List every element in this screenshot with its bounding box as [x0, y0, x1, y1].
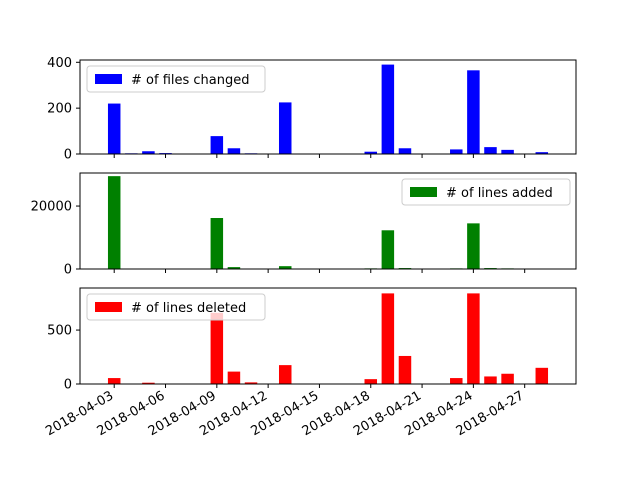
bar-2-2018-04-10 — [227, 267, 241, 269]
bar-1-2018-04-09 — [210, 136, 224, 154]
bar-1-2018-04-28 — [535, 152, 549, 154]
bar-1-2018-04-24 — [467, 70, 480, 154]
legend-swatch — [95, 74, 122, 84]
bar-3-2018-04-28 — [535, 367, 549, 384]
legend: # of lines added — [401, 178, 571, 206]
bar-1-2018-04-03 — [107, 103, 121, 154]
bar-2-2018-04-24 — [467, 223, 480, 269]
bar-3-2018-04-19 — [381, 293, 395, 384]
y-tick-label: 20000 — [31, 200, 72, 215]
bar-3-2018-04-24 — [467, 293, 480, 384]
bar-3-2018-04-09 — [210, 312, 224, 384]
bar-3-2018-04-10 — [227, 371, 241, 384]
bar-3-2018-04-25 — [484, 376, 497, 384]
legend-swatch — [95, 302, 122, 312]
legend-label: # of lines added — [446, 186, 553, 201]
legend: # of files changed — [86, 65, 266, 93]
legend-box — [86, 293, 266, 321]
bar-1-2018-04-25 — [484, 147, 497, 154]
y-tick-label: 0 — [64, 263, 72, 278]
bar-3-2018-04-11 — [244, 382, 258, 384]
axes-frame — [79, 59, 577, 155]
legend-label: # of lines deleted — [131, 301, 246, 316]
bar-2-2018-04-13 — [278, 266, 292, 269]
bar-1-2018-04-10 — [227, 148, 241, 154]
bar-3-2018-04-26 — [501, 373, 514, 384]
legend-box — [401, 178, 571, 206]
y-tick-label: 500 — [47, 324, 72, 339]
legend-box — [86, 65, 266, 93]
subplot-1: 0 200 400 # of files changed — [47, 56, 577, 163]
subplot-2: 0 20000 # of lines added — [31, 172, 577, 278]
bar-1-2018-04-26 — [501, 149, 514, 154]
bar-3-2018-04-05 — [142, 382, 155, 384]
bar-2-2018-04-09 — [210, 218, 224, 269]
bar-3-2018-04-13 — [278, 365, 292, 384]
y-tick-label: 200 — [47, 102, 72, 117]
bar-1-2018-04-19 — [381, 64, 395, 154]
y-tick-label: 0 — [64, 378, 72, 393]
bar-1-2018-04-13 — [278, 102, 292, 154]
legend: # of lines deleted — [86, 293, 266, 321]
legend-label: # of files changed — [131, 73, 250, 88]
bar-1-2018-04-18 — [364, 151, 378, 154]
bar-1-2018-04-23 — [450, 149, 463, 154]
y-tick-label: 400 — [47, 56, 72, 71]
axes-frame — [79, 172, 577, 270]
bar-1-2018-04-05 — [142, 151, 155, 154]
bar-1-2018-04-20 — [398, 148, 412, 154]
bar-2-2018-04-19 — [381, 230, 395, 269]
bar-3-2018-04-03 — [107, 378, 121, 384]
bar-3-2018-04-18 — [364, 379, 378, 384]
bar-3-2018-04-20 — [398, 355, 412, 384]
subplot-3: 0 500 # of lines deleted — [47, 287, 577, 393]
y-tick-label: 0 — [64, 148, 72, 163]
bar-2-2018-04-03 — [107, 176, 121, 269]
legend-swatch — [410, 187, 437, 197]
bar-3-2018-04-23 — [450, 378, 463, 384]
axes-frame — [79, 287, 577, 385]
